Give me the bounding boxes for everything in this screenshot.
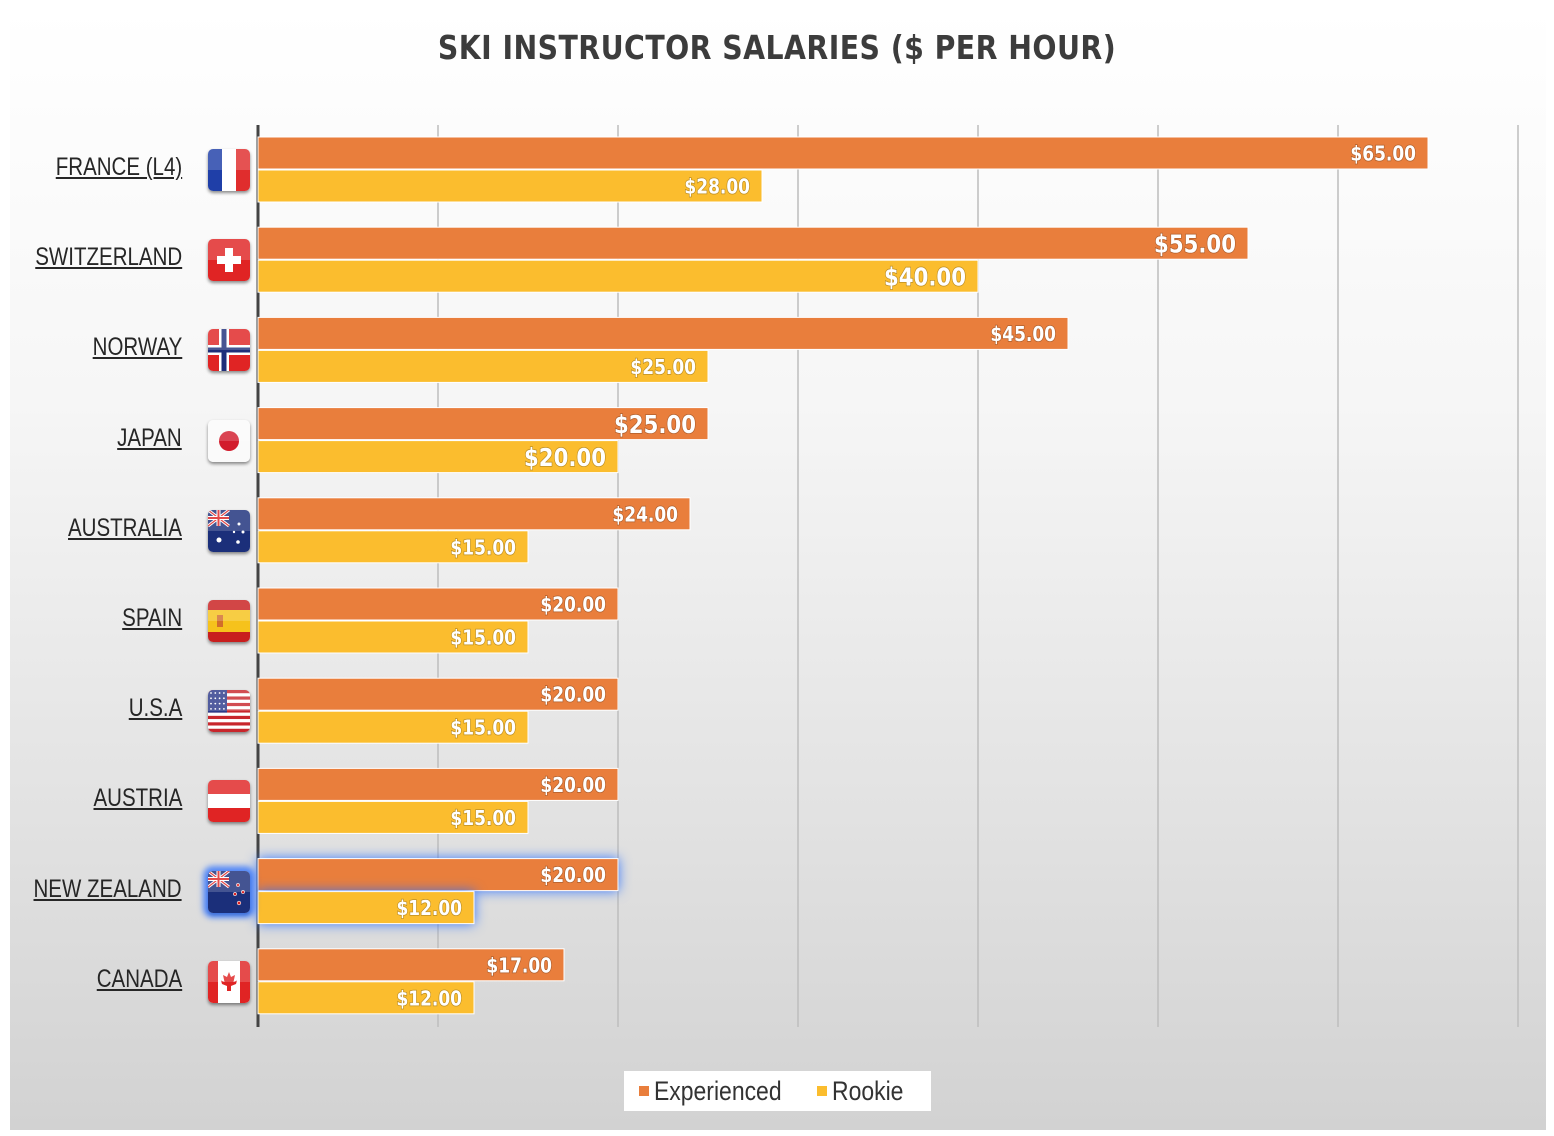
bar-rookie[interactable]	[257, 800, 529, 834]
bar-group: $15.00	[257, 620, 529, 654]
data-label-rookie: $15.00	[450, 717, 516, 740]
category-label[interactable]: SPAIN	[121, 604, 182, 632]
bar-rookie[interactable]	[257, 710, 529, 744]
bar-group: $65.00	[257, 136, 1429, 170]
flag-canada-icon	[208, 960, 250, 1003]
bar-group: $45.00	[257, 316, 1069, 350]
data-label-experienced: $20.00	[540, 865, 606, 888]
bar-rookie[interactable]	[257, 259, 979, 293]
data-label-experienced: $20.00	[540, 594, 606, 617]
data-label-experienced: $45.00	[990, 324, 1056, 347]
bar-rookie[interactable]	[257, 981, 475, 1015]
bar-group: $40.00	[257, 259, 979, 293]
bar-group: $20.00	[257, 440, 619, 474]
bar-rookie[interactable]	[257, 349, 709, 383]
data-label-experienced: $24.00	[612, 504, 678, 527]
bar-rookie[interactable]	[257, 891, 475, 925]
bar-group: $15.00	[257, 530, 529, 564]
chart-title: SKI INSTRUCTOR SALARIES ($ PER HOUR)	[437, 28, 1117, 67]
flag-japan-icon	[208, 419, 250, 462]
data-label-rookie: $28.00	[684, 176, 750, 199]
bar-group: $25.00	[257, 407, 709, 441]
flag-austria-icon	[208, 780, 250, 823]
flag-new-zealand-icon	[208, 870, 250, 913]
data-label-rookie: $40.00	[884, 263, 966, 292]
legend-item-experienced[interactable]: Experienced	[639, 1076, 804, 1107]
bar-rookie[interactable]	[257, 169, 763, 203]
data-label-experienced: $20.00	[540, 684, 606, 707]
bar-experienced[interactable]	[257, 948, 565, 982]
data-label-rookie: $25.00	[630, 357, 696, 380]
bar-experienced[interactable]	[257, 767, 619, 801]
bar-experienced[interactable]	[257, 677, 619, 711]
data-label-experienced: $20.00	[540, 775, 606, 798]
bar-group: $55.00	[257, 226, 1249, 260]
bar-experienced[interactable]	[257, 587, 619, 621]
bar-group: $15.00	[257, 800, 529, 834]
category-label[interactable]: SWITZERLAND	[35, 243, 182, 272]
flag-australia-icon	[208, 509, 250, 552]
bar-rookie[interactable]	[257, 440, 619, 474]
flag-spain-icon	[208, 600, 250, 642]
legend-label-experienced: Experienced	[654, 1075, 783, 1106]
data-label-experienced: $25.00	[614, 410, 696, 439]
data-label-rookie: $20.00	[524, 443, 606, 472]
bar-experienced[interactable]	[257, 407, 709, 441]
data-label-experienced: $17.00	[486, 955, 552, 978]
data-label-rookie: $15.00	[450, 627, 516, 650]
bar-experienced[interactable]	[257, 858, 619, 892]
bar-group: $12.00	[257, 891, 475, 925]
legend-swatch-rookie	[816, 1086, 827, 1096]
legend: Experienced Rookie	[624, 1071, 931, 1111]
flag-france-icon	[208, 149, 250, 191]
bar-group: $25.00	[257, 349, 709, 383]
legend-item-rookie[interactable]: Rookie	[816, 1075, 916, 1107]
bar-group: $28.00	[257, 169, 763, 203]
bar-rookie[interactable]	[257, 620, 529, 654]
bar-group: $20.00	[257, 858, 619, 892]
bar-group: $15.00	[257, 710, 529, 744]
category-label[interactable]: JAPAN	[117, 423, 182, 452]
flag-usa-icon	[208, 690, 250, 733]
data-label-rookie: $15.00	[450, 537, 516, 560]
category-label[interactable]: FRANCE (L4)	[55, 153, 182, 181]
data-label-experienced: $65.00	[1350, 143, 1416, 166]
bar-rookie[interactable]	[257, 530, 529, 564]
category-label[interactable]: NORWAY	[92, 333, 182, 362]
flag-switzerland-icon	[208, 239, 250, 282]
category-label[interactable]: AUSTRALIA	[68, 513, 182, 542]
data-label-experienced: $55.00	[1154, 230, 1236, 259]
bar-group: $20.00	[257, 677, 619, 711]
bar-group: $17.00	[257, 948, 565, 982]
bar-group: $12.00	[257, 981, 475, 1015]
category-label[interactable]: U.S.A	[128, 694, 182, 723]
bar-experienced[interactable]	[257, 226, 1249, 260]
category-label[interactable]: CANADA	[96, 964, 182, 993]
bar-group: $20.00	[257, 587, 619, 621]
category-label[interactable]: AUSTRIA	[93, 784, 182, 813]
data-label-rookie: $15.00	[450, 808, 516, 831]
bar-experienced[interactable]	[257, 316, 1069, 350]
category-label[interactable]: NEW ZEALAND	[33, 874, 182, 903]
bar-experienced[interactable]	[257, 136, 1429, 170]
data-label-rookie: $12.00	[396, 898, 462, 921]
bar-group: $20.00	[257, 767, 619, 801]
legend-label-rookie: Rookie	[831, 1075, 903, 1106]
flag-norway-icon	[208, 329, 250, 372]
legend-swatch-experienced	[639, 1086, 650, 1096]
bar-group: $24.00	[257, 497, 691, 531]
bar-experienced[interactable]	[257, 497, 691, 531]
data-label-rookie: $12.00	[396, 988, 462, 1011]
